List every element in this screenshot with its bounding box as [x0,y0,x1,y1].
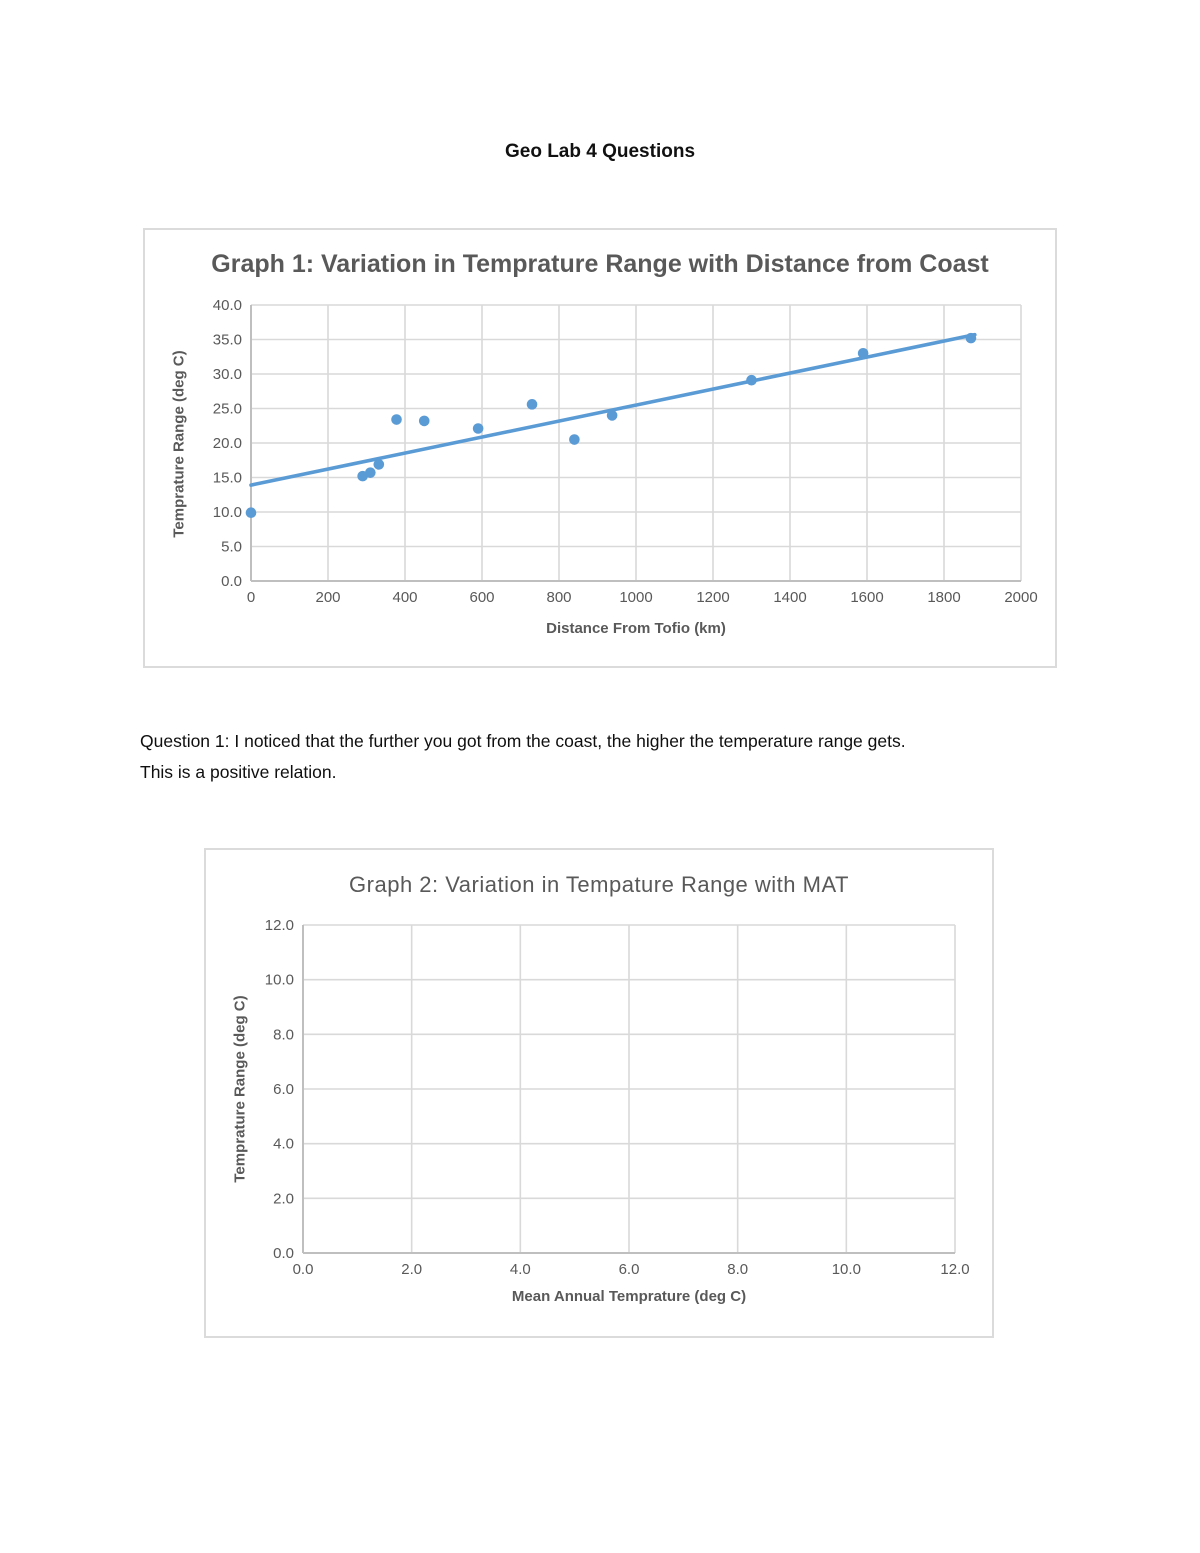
chart-1-x-axis-title: Distance From Tofio (km) [546,620,726,637]
x-tick-label: 2000 [1004,589,1037,606]
x-tick-label: 200 [315,589,340,606]
x-tick-label: 6.0 [619,1261,640,1278]
data-point [569,434,580,445]
data-point [965,332,977,344]
question-1-line-1: Question 1: I noticed that the further y… [140,731,906,751]
x-tick-label: 600 [469,589,494,606]
x-tick-label: 1200 [696,589,729,606]
y-tick-label: 4.0 [273,1136,294,1153]
data-point [472,423,484,434]
y-tick-label: 0.0 [221,573,242,590]
data-point [526,399,538,410]
x-tick-label: 10.0 [832,1261,861,1278]
question-1-line-2: This is a positive relation. [140,762,337,782]
y-tick-label: 20.0 [213,435,242,452]
x-tick-label: 2.0 [401,1261,422,1278]
y-tick-label: 35.0 [213,332,242,349]
chart-2-title: Graph 2: Variation in Tempature Range wi… [349,872,849,897]
data-point [365,467,376,478]
x-tick-label: 1800 [927,589,960,606]
data-point [606,410,618,421]
y-tick-label: 12.0 [265,917,294,934]
chart-2-frame[interactable]: Graph 2: Variation in Tempature Range wi… [204,848,994,1338]
y-tick-label: 30.0 [213,366,242,383]
y-tick-label: 2.0 [273,1190,294,1207]
trend-line [249,332,977,487]
x-tick-label: 400 [392,589,417,606]
data-point [391,414,402,425]
y-tick-label: 5.0 [221,539,242,556]
y-tick-label: 0.0 [273,1245,294,1262]
question-1-paragraph: Question 1: I noticed that the further y… [140,726,1070,788]
chart-1-title: Graph 1: Variation in Temprature Range w… [211,250,989,278]
y-tick-label: 15.0 [213,470,242,487]
data-point [857,348,869,359]
x-tick-label: 0 [247,589,255,606]
x-tick-label: 12.0 [940,1261,969,1278]
y-tick-label: 10.0 [213,504,242,521]
data-point [373,459,385,470]
x-tick-label: 8.0 [727,1261,748,1278]
x-tick-label: 1400 [773,589,806,606]
chart-2-plot-area: 0.0 2.0 4.0 6.0 8.0 10.0 12.0 0.0 2.0 4.0 6.0 8.0 10… [265,917,970,1278]
x-tick-label: 4.0 [510,1261,531,1278]
y-tick-label: 25.0 [213,401,242,418]
data-point [418,415,430,427]
chart-1-plot-area: 0.0 5.0 10.0 15.0 20.0 25.0 30.0 35.0 40.0 0 200 40… [213,297,1038,606]
y-tick-label: 6.0 [273,1081,294,1098]
data-point [245,507,257,518]
chart-2-x-axis-title: Mean Annual Temprature (deg C) [511,1288,747,1305]
chart-1-frame[interactable]: Graph 1: Variation in Temprature Range w… [143,228,1057,668]
y-tick-label: 8.0 [273,1026,294,1043]
page-title: Geo Lab 4 Questions [504,141,696,162]
data-point [746,374,757,386]
x-tick-label: 1600 [850,589,883,606]
y-tick-label: 10.0 [265,972,294,989]
x-tick-label: 0.0 [293,1261,314,1278]
x-tick-label: 1000 [619,589,652,606]
x-tick-label: 800 [546,589,571,606]
y-tick-label: 40.0 [213,297,242,314]
